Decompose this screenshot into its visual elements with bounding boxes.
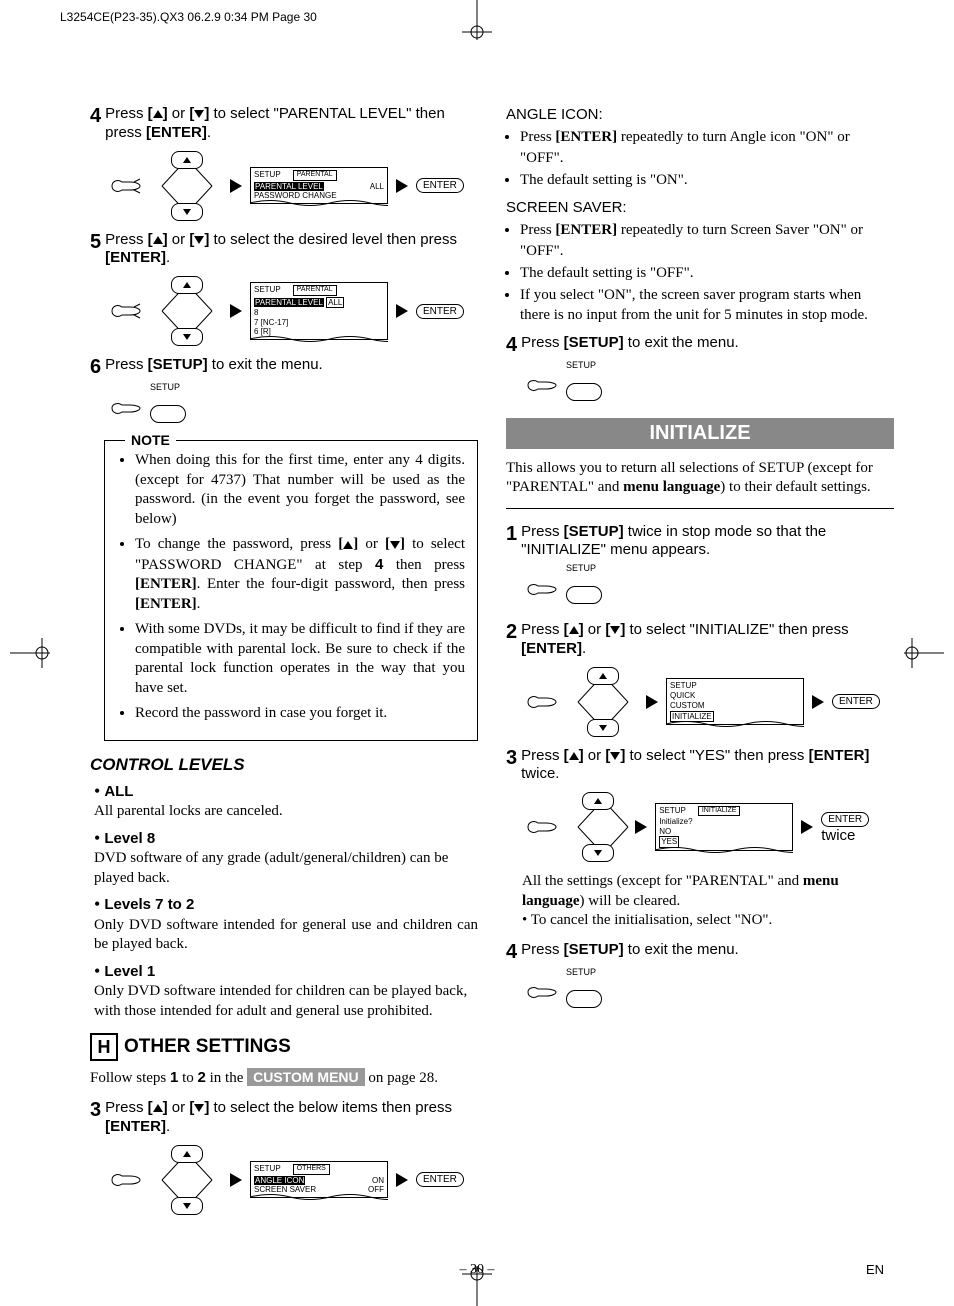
step-number: 4 [90, 105, 101, 128]
nav-diamond [152, 276, 222, 346]
diagram-step4: SETUPPARENTAL PARENTAL LEVELALL PASSWORD… [110, 151, 478, 221]
initialize-heading: INITIALIZE [506, 418, 894, 449]
note-box: NOTE When doing this for the first time,… [104, 440, 478, 741]
init-step-3: 3 Press [] or [] to select "YES" then pr… [506, 747, 894, 785]
osd-level: SETUPPARENTAL PARENTAL LEVEL ALL 8 7 [NC… [250, 282, 388, 340]
diagram-init2: SETUP QUICK CUSTOM INITIALIZE ENTER [526, 667, 894, 737]
initialize-intro: This allows you to return all selections… [506, 459, 894, 498]
registration-mark-top [462, 0, 492, 40]
step-6: 6 Press [SETUP] to exit the menu. [90, 356, 478, 379]
registration-mark-left [10, 638, 50, 668]
step-4: 4 Press [] or [] to select "PARENTAL LEV… [90, 105, 478, 143]
arrow-right-icon [396, 179, 408, 193]
angle-icon-section: ANGLE ICON: Press [ENTER] repeatedly to … [506, 105, 894, 326]
control-levels: •ALLAll parental locks are canceled. •Le… [94, 779, 478, 1022]
control-levels-heading: CONTROL LEVELS [90, 755, 478, 775]
hand-icon [110, 298, 144, 324]
init-step-2: 2 Press [] or [] to select "INITIALIZE" … [506, 621, 894, 659]
diagram-init3: SETUPINITIALIZE Initialize? NO YES ENTER… [526, 792, 894, 862]
divider [506, 508, 894, 509]
hand-icon [110, 173, 144, 199]
print-header: L3254CE(P23-35).QX3 06.2.9 0:34 PM Page … [60, 10, 317, 24]
page-number: – 30 – [460, 1262, 495, 1278]
diagram-others: SETUPOTHERS ANGLE ICONON SCREEN SAVEROFF… [110, 1145, 478, 1215]
arrow-right-icon [230, 179, 242, 193]
step-3-other: 3 Press [] or [] to select the below ite… [90, 1099, 478, 1137]
init-after: All the settings (except for "PARENTAL" … [522, 872, 894, 931]
right-column: ANGLE ICON: Press [ENTER] repeatedly to … [506, 105, 894, 1225]
init-step-1: 1 Press [SETUP] twice in stop mode so th… [506, 523, 894, 561]
footer: – 30 – EN [0, 1262, 954, 1278]
step-5: 5 Press [] or [] to select the desired l… [90, 231, 478, 269]
follow-steps: Follow steps 1 to 2 in the CUSTOM MENU o… [90, 1067, 478, 1089]
page: L3254CE(P23-35).QX3 06.2.9 0:34 PM Page … [0, 0, 954, 1306]
osd-parental: SETUPPARENTAL PARENTAL LEVELALL PASSWORD… [250, 167, 388, 204]
osd-others: SETUPOTHERS ANGLE ICONON SCREEN SAVEROFF [250, 1161, 388, 1198]
osd-init-confirm: SETUPINITIALIZE Initialize? NO YES [655, 803, 793, 851]
hand-icon [110, 397, 144, 419]
left-column: 4 Press [] or [] to select "PARENTAL LEV… [90, 105, 478, 1225]
nav-diamond [152, 151, 222, 221]
setup-press: SETUP [110, 387, 478, 428]
step-4-right: 4 Press [SETUP] to exit the menu. [506, 334, 894, 357]
lang-code: EN [866, 1262, 884, 1277]
enter-button: ENTER [416, 178, 464, 193]
other-settings-heading: H OTHER SETTINGS [90, 1033, 478, 1061]
diagram-step5: SETUPPARENTAL PARENTAL LEVEL ALL 8 7 [NC… [110, 276, 478, 346]
setup-press: SETUP [526, 365, 894, 406]
registration-mark-right [904, 638, 944, 668]
osd-init-menu: SETUP QUICK CUSTOM INITIALIZE [666, 678, 804, 725]
init-step-4: 4 Press [SETUP] to exit the menu. [506, 941, 894, 964]
